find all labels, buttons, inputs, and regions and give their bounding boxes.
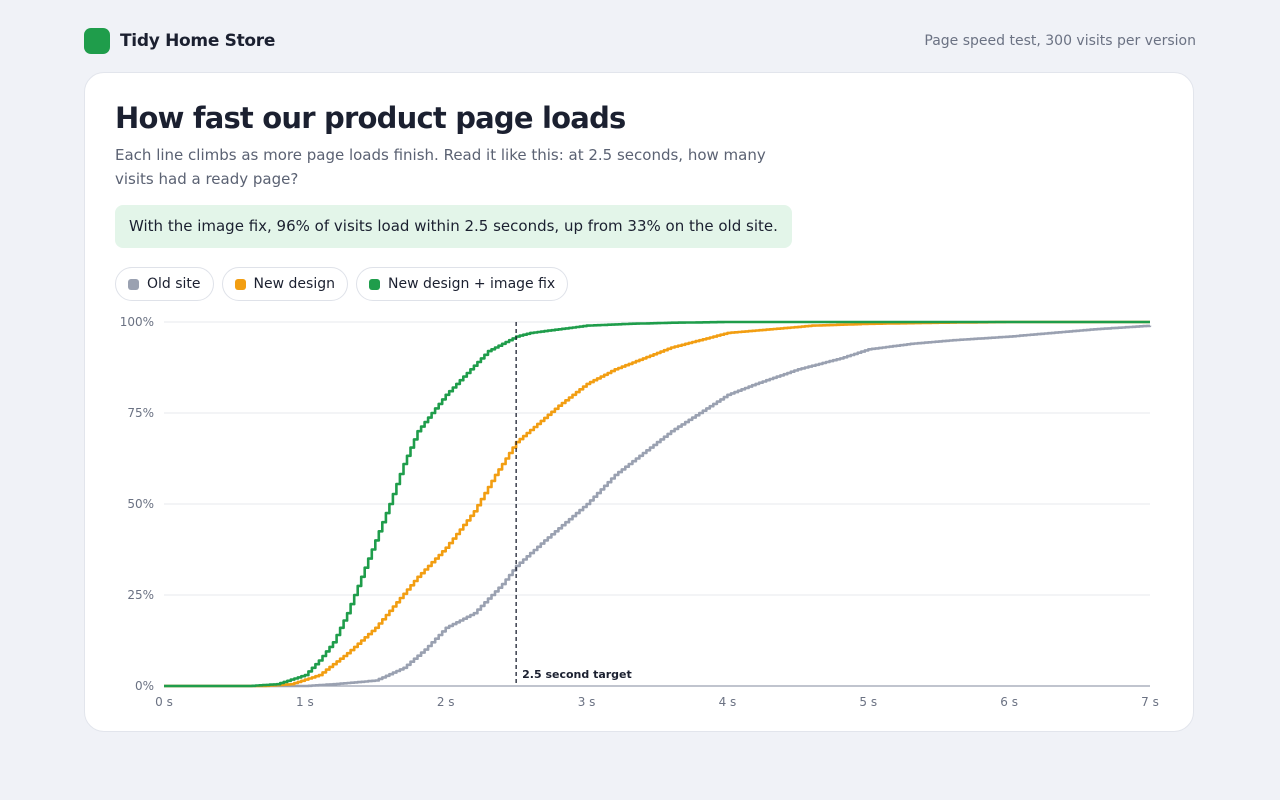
legend-label-old-site: Old site (147, 276, 201, 292)
chart-subtitle: Each line climbs as more page loads fini… (115, 146, 766, 188)
x-tick-label: 1 s (296, 695, 314, 709)
legend-swatch-old-site (128, 278, 139, 290)
y-tick-label: 25% (127, 588, 154, 602)
y-tick-label: 100% (120, 315, 154, 329)
series-line-old-site (164, 324, 1152, 688)
store-name: Tidy Home Store (120, 31, 276, 51)
x-tick-label: 0 s (155, 695, 173, 709)
key-finding-callout: With the image fix, 96% of visits load w… (115, 205, 792, 248)
chart-card: 0% 25% 50% 75% 100% 0 s 1 s 2 s 3 s 4 s 5 s 6 s 7 s 2… (84, 72, 1194, 732)
series-line-new-design-image-fix (164, 320, 1150, 688)
legend-label-new-design: New design (253, 276, 335, 292)
legend-label-new-design-image-fix: New design + image fix (387, 276, 556, 292)
y-tick-label: 50% (127, 497, 154, 511)
legend-swatch-new-design (234, 278, 246, 290)
x-tick-label: 7 s (1141, 695, 1159, 709)
store-logo-icon (84, 28, 110, 54)
y-tick-label: 0% (135, 679, 154, 693)
legend-item-new-design[interactable]: New design (221, 267, 348, 301)
x-tick-label: 6 s (1000, 695, 1018, 709)
x-tick-label: 3 s (578, 695, 596, 709)
x-tick-label: 4 s (719, 695, 737, 709)
y-tick-label: 75% (127, 406, 154, 420)
x-tick-label: 2 s (437, 695, 455, 709)
x-tick-label: 5 s (859, 695, 877, 709)
top-bar: Tidy Home Store Page speed test, 300 vis… (84, 28, 1196, 54)
legend-item-old-site[interactable]: Old site (115, 267, 214, 301)
target-line-label: 2.5 second target (522, 668, 632, 681)
chart-legend: Old site New design New design + image f… (115, 267, 569, 301)
load-time-chart: 0% 25% 50% 75% 100% 0 s 1 s 2 s 3 s 4 s 5 s 6 s 7 s 2… (120, 315, 1159, 709)
test-description: Page speed test, 300 visits per version (924, 33, 1196, 49)
legend-swatch-new-design-image-fix (368, 278, 380, 290)
legend-item-new-design-image-fix[interactable]: New design + image fix (355, 267, 569, 301)
page-title: How fast our product page loads (115, 101, 626, 135)
